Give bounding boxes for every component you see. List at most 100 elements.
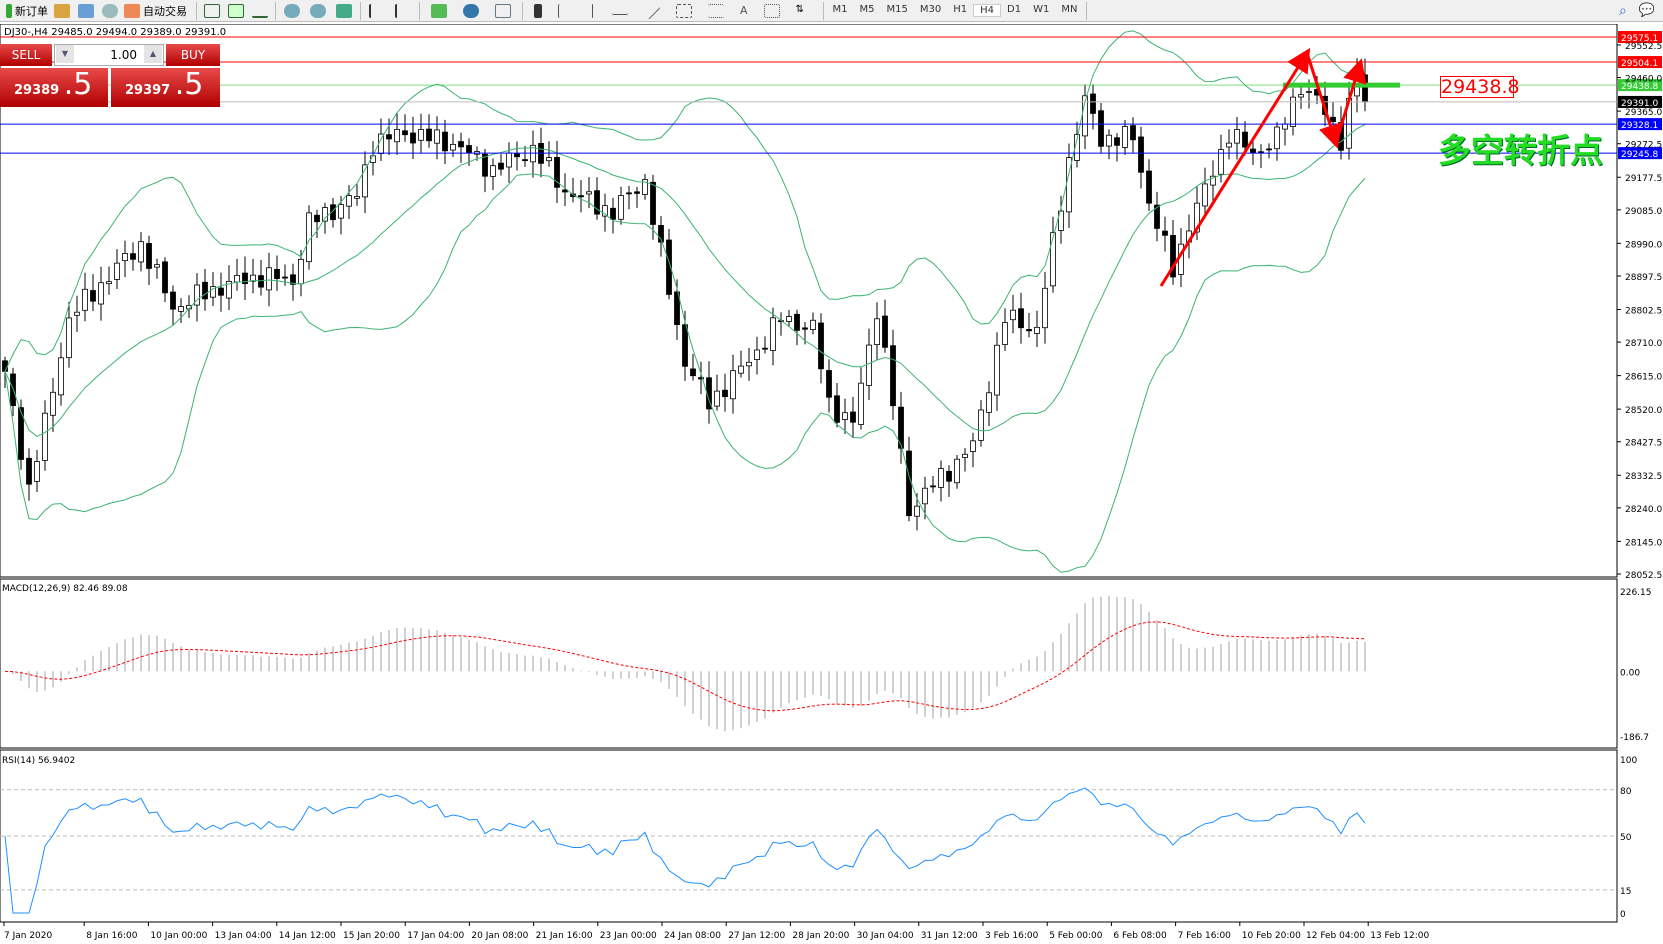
timeframe-d1[interactable]: D1 — [1007, 4, 1022, 15]
x-tick-label: 23 Jan 00:00 — [600, 931, 657, 941]
sell-button[interactable]: SELL — [0, 44, 52, 66]
tile-windows-icon[interactable] — [336, 3, 352, 18]
candle-body — [122, 253, 128, 262]
candle-body — [674, 291, 680, 325]
candle-body — [962, 453, 968, 458]
candle-body — [1058, 210, 1064, 231]
candle-body — [546, 157, 552, 162]
rsi-line — [4, 787, 1366, 914]
bar-chart-icon[interactable] — [204, 3, 220, 18]
cursor-icon[interactable] — [534, 3, 542, 18]
y-tick-label: 28710.0 — [1625, 339, 1662, 349]
candlestick-icon[interactable] — [228, 3, 244, 18]
candle-body — [642, 179, 648, 195]
candle-body — [986, 392, 992, 413]
text-label-icon[interactable] — [763, 3, 780, 18]
chat-icon[interactable]: 💬 — [1638, 3, 1655, 18]
timeframe-mn[interactable]: MN — [1061, 4, 1078, 15]
candle-body — [138, 241, 144, 263]
crosshair-icon[interactable] — [558, 3, 574, 18]
zoom-in-icon[interactable] — [284, 3, 300, 18]
candle-body — [354, 196, 360, 199]
timeframe-h4[interactable]: H4 — [973, 4, 1002, 17]
candle-body — [66, 317, 72, 359]
candle-body — [26, 457, 32, 485]
candle-body — [1082, 95, 1088, 137]
candle-body — [482, 153, 488, 177]
signals-icon[interactable] — [102, 3, 118, 18]
candle-body — [1026, 329, 1032, 332]
candle-body — [826, 370, 832, 398]
candle-body — [90, 290, 96, 302]
lot-decrease-button[interactable]: ▼ — [56, 45, 74, 63]
y-tick-label: 28897.5 — [1625, 273, 1662, 283]
candle-body — [1226, 142, 1232, 148]
candle-body — [274, 268, 280, 279]
candle-body — [634, 191, 640, 194]
chart-shift-icon[interactable] — [395, 3, 411, 18]
search-icon[interactable]: ⌕ — [1618, 2, 1627, 19]
candle-body — [114, 262, 120, 280]
candle-body — [666, 239, 672, 295]
timeframe-m15[interactable]: M15 — [886, 4, 908, 15]
fibonacci-icon[interactable] — [708, 3, 724, 18]
lot-size-input[interactable]: 1.00 — [54, 44, 164, 66]
candle-body — [178, 306, 184, 312]
x-tick-label: 14 Jan 12:00 — [279, 931, 336, 941]
bollinger-upper-band — [4, 30, 1366, 372]
buy-button[interactable]: BUY — [166, 44, 220, 66]
horizontal-line-icon[interactable] — [612, 7, 628, 15]
arrows-icon[interactable]: ⇅ — [795, 3, 804, 15]
x-tick-label: 17 Jan 04:00 — [407, 931, 464, 941]
rsi-tick-label: 100 — [1620, 756, 1637, 766]
candle-body — [930, 485, 936, 488]
timeframe-w1[interactable]: W1 — [1033, 4, 1050, 15]
candle-body — [658, 225, 664, 243]
text-icon[interactable]: A — [740, 4, 748, 17]
price-text-label[interactable]: 29438.8 — [1440, 76, 1520, 98]
trendline-icon[interactable] — [643, 2, 661, 19]
zoom-out-icon[interactable] — [310, 3, 326, 18]
rsi-tick-label: 15 — [1620, 887, 1631, 897]
y-tick-label: 29552.5 — [1625, 42, 1662, 52]
templates-icon[interactable] — [495, 3, 511, 18]
candle-body — [770, 317, 776, 351]
candle-body — [218, 287, 224, 296]
buy-price[interactable]: 29397 .5 — [111, 68, 220, 107]
x-tick-label: 5 Feb 00:00 — [1049, 931, 1103, 941]
navigator-icon[interactable] — [78, 3, 94, 18]
auto-trading-button[interactable]: 自动交易 — [118, 1, 193, 21]
line-chart-icon[interactable] — [252, 4, 268, 18]
auto-scroll-icon[interactable] — [369, 3, 385, 18]
candle-body — [514, 153, 520, 158]
candle-body — [1154, 204, 1160, 229]
candle-body — [810, 319, 816, 330]
sell-price[interactable]: 29389 .5 — [0, 68, 108, 107]
periods-icon[interactable] — [463, 3, 479, 18]
price-line-tag-text: 29245.8 — [1621, 150, 1658, 160]
turning-point-text[interactable]: 多空转折点 — [1438, 131, 1603, 170]
candle-body — [226, 280, 232, 299]
candle-body — [626, 192, 632, 195]
rsi-tick-label: 0 — [1620, 910, 1626, 920]
new-order-button[interactable]: 新订单 — [0, 1, 54, 21]
chart-area[interactable]: 29575.1 29504.1 29438.8 29391.0 29328.1 29245… — [0, 24, 1663, 944]
market-watch-icon[interactable] — [54, 3, 70, 18]
timeframe-m5[interactable]: M5 — [859, 4, 875, 15]
vertical-line-icon[interactable] — [592, 3, 594, 18]
candle-body — [1330, 116, 1336, 123]
macd-pane-border — [0, 578, 1618, 749]
price-line-tag — [1618, 95, 1662, 108]
candle-body — [362, 164, 368, 198]
candle-body — [1130, 125, 1136, 141]
equidistant-channel-icon[interactable] — [676, 3, 692, 18]
candle-body — [130, 253, 136, 260]
candle-body — [106, 281, 112, 285]
timeframe-h1[interactable]: H1 — [953, 4, 968, 15]
candle-body — [210, 286, 216, 298]
indicators-icon[interactable] — [431, 3, 447, 18]
timeframe-m30[interactable]: M30 — [919, 4, 942, 15]
timeframe-m1[interactable]: M1 — [832, 4, 848, 15]
y-tick-label: 29272.5 — [1625, 141, 1662, 151]
lot-increase-button[interactable]: ▲ — [144, 45, 162, 63]
